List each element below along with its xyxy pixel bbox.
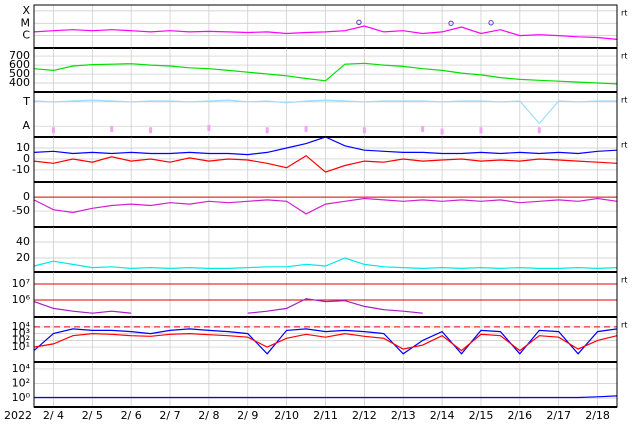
x-tick-label: 2/ 7 — [159, 409, 180, 422]
y-tick-label: 500 — [9, 67, 30, 80]
x-tick-label: 2/11 — [313, 409, 338, 422]
event-marker — [448, 20, 454, 26]
year-label: 2022 — [4, 409, 32, 422]
data-point — [149, 127, 153, 134]
y-tick-label: 10¹ — [12, 340, 30, 353]
y-tick-label: 10² — [12, 377, 30, 390]
y-tick-label: 10 — [16, 141, 30, 154]
data-point — [51, 127, 55, 134]
data-line — [33, 99, 617, 125]
y-tick-label: 700 — [9, 49, 30, 62]
x-tick-label: 2/12 — [352, 409, 377, 422]
data-line — [33, 328, 618, 355]
data-line — [33, 154, 618, 173]
y-tick-label: M — [21, 16, 31, 29]
data-point — [362, 127, 366, 134]
event-marker — [488, 20, 494, 26]
data-line — [33, 332, 618, 352]
y-tick-label: -10 — [12, 163, 30, 176]
data-point — [479, 127, 483, 134]
y-tick-label: 10⁰ — [12, 391, 31, 404]
x-tick-label: 2/14 — [430, 409, 455, 422]
data-point — [207, 125, 211, 131]
data-point — [440, 128, 444, 135]
side-label: rt — [621, 9, 627, 18]
data-point — [265, 127, 269, 134]
y-tick-label: 10² — [12, 333, 30, 346]
y-tick-label: 20 — [16, 251, 30, 264]
x-tick-label: 2/ 9 — [237, 409, 258, 422]
x-tick-label: 2/17 — [546, 409, 571, 422]
data-line — [33, 197, 618, 215]
y-tick-label: 10³ — [12, 327, 30, 340]
data-line — [33, 298, 423, 314]
x-tick-label: 2/10 — [274, 409, 299, 422]
data-point — [304, 125, 308, 132]
y-tick-label: 10⁴ — [12, 320, 31, 333]
x-tick-label: 2/13 — [391, 409, 416, 422]
data-line — [33, 257, 618, 270]
y-tick-label: -50 — [12, 204, 30, 217]
y-tick-label: 40 — [16, 235, 30, 248]
event-marker — [356, 19, 362, 25]
side-label: rt — [621, 52, 627, 61]
x-tick-label: 2/18 — [585, 409, 610, 422]
y-tick-label: T — [22, 95, 30, 108]
y-tick-label: 400 — [9, 76, 30, 89]
data-point — [421, 125, 425, 132]
x-tick-label: 2/ 8 — [198, 409, 219, 422]
x-tick-label: 2/ 6 — [121, 409, 142, 422]
data-line — [33, 62, 618, 85]
y-tick-label: 10⁴ — [12, 362, 31, 375]
y-tick-label: A — [22, 119, 30, 132]
y-tick-label: X — [22, 4, 30, 17]
data-line — [34, 395, 618, 399]
side-label: rt — [621, 276, 627, 285]
x-tick-label: 2/15 — [469, 409, 494, 422]
y-tick-label: 10⁷ — [12, 277, 30, 290]
data-point — [110, 125, 114, 132]
y-tick-label: 10⁶ — [12, 293, 31, 306]
y-tick-label: 0 — [23, 190, 30, 203]
side-label: rt — [621, 321, 627, 330]
data-line — [33, 25, 618, 40]
x-tick-label: 2/ 4 — [43, 409, 64, 422]
side-label: rt — [621, 96, 627, 105]
side-label: rt — [621, 141, 627, 150]
x-tick-label: 2/ 5 — [82, 409, 103, 422]
x-tick-label: 2/16 — [507, 409, 532, 422]
y-tick-label: 600 — [9, 58, 30, 71]
y-tick-label: 0 — [23, 152, 30, 165]
y-tick-label: C — [22, 29, 30, 42]
data-point — [537, 127, 541, 134]
